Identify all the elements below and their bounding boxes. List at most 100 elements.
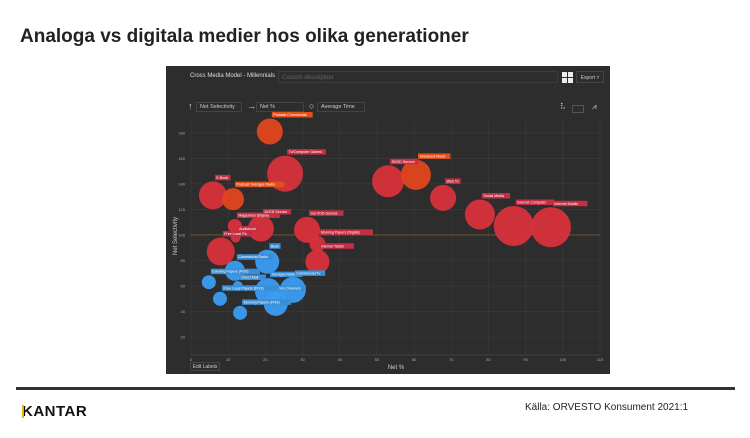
- bubble-label: Free Local Papers (Print): [224, 286, 264, 290]
- bubble: [222, 188, 245, 211]
- scatter-view-icon[interactable]: ⠧: [560, 102, 566, 111]
- bubble-label: SVOD Service: [392, 160, 415, 164]
- bubble-label: Sveriges Radio: [271, 273, 295, 277]
- bubble-label: Podcast Sveriges Radio: [237, 183, 275, 187]
- bubble-label: Evening Papers (Print): [212, 270, 248, 274]
- bubble-label: Podcast Commercial: [273, 113, 306, 117]
- bubble-label-box: [319, 243, 354, 249]
- kantar-logo: KANTAR: [22, 403, 88, 420]
- bubble-label: Book: [271, 244, 279, 248]
- bubble-label-box: [390, 158, 419, 165]
- x-tick-label: 30: [300, 357, 305, 362]
- bubble-label-box: [445, 178, 461, 184]
- bubble-label-box: [236, 254, 274, 260]
- x-tick-label: 0: [190, 357, 193, 362]
- x-tick-label: 90: [523, 357, 528, 362]
- bubble-label: Social Media: [483, 194, 504, 198]
- bubble-label: Magazines (Digital): [238, 214, 269, 218]
- arrow-right-icon: →: [247, 101, 256, 111]
- bubble-label-box: [319, 229, 373, 235]
- x-tick-label: 40: [338, 357, 343, 362]
- bubble-label-box: [294, 270, 326, 276]
- bubble-label: Audiobook: [239, 227, 256, 231]
- x-metric-select[interactable]: Net %: [256, 102, 304, 112]
- toggle-switch[interactable]: [572, 105, 584, 113]
- bubble-label: Internet Mobile: [554, 202, 578, 206]
- bubble-label: Internet Tablet: [321, 244, 344, 248]
- bubble-label-box: [239, 274, 266, 281]
- bubble-label: Web Tv: [447, 179, 459, 183]
- bubble: [256, 118, 283, 145]
- bubble-label-box: [222, 285, 278, 291]
- bubble-label: Direct Mail: [241, 276, 258, 280]
- bubble: [206, 237, 235, 266]
- bubble-label: Commercial Radio: [238, 255, 268, 259]
- size-metric-select[interactable]: Average Time: [317, 102, 365, 112]
- export-button[interactable]: Export ˅: [576, 71, 604, 83]
- bubble-label-box: [242, 299, 292, 305]
- bubble: [294, 216, 321, 243]
- y-tick-label: 80: [181, 258, 186, 263]
- bubble: [213, 291, 228, 306]
- x-tick-label: 100: [559, 357, 566, 362]
- edit-labels-button[interactable]: Edit Labels: [190, 362, 220, 371]
- x-tick-label: 70: [449, 357, 454, 362]
- bubble: [430, 184, 457, 211]
- bubble-label: Free Local Pa: [224, 232, 246, 236]
- circle-icon: ○: [309, 101, 315, 111]
- bubble-label-box: [552, 200, 588, 207]
- bubble-label: Commercial Tv: [296, 271, 320, 275]
- bubble: [201, 275, 216, 290]
- x-tick-label: 50: [375, 357, 380, 362]
- arrow-up-icon: ↑: [188, 101, 193, 111]
- bubble: [530, 207, 571, 248]
- grid-layout-icon[interactable]: [562, 72, 573, 83]
- y-tick-label: 60: [181, 284, 186, 289]
- bubble-label-box: [210, 268, 261, 275]
- line-chart-icon[interactable]: ⩘: [592, 102, 597, 111]
- y-tick-label: 180: [178, 130, 185, 135]
- bubble-label: Morning Papers (Digital): [321, 230, 360, 234]
- bubble-label-box: [237, 226, 260, 232]
- bubble-label-box: [481, 193, 511, 199]
- x-tick-label: 10: [226, 357, 231, 362]
- cross-media-chart-panel: Cross Media Model - Millennials Custom d…: [166, 66, 610, 374]
- bubble-label-box: [269, 271, 303, 278]
- bubble: [372, 165, 405, 198]
- bubble-label-box: [236, 212, 280, 219]
- bubble-label-box: [235, 181, 285, 188]
- bubble-label: Streamed Music: [419, 154, 445, 158]
- bubble: [493, 206, 534, 247]
- y-tick-label: 20: [181, 335, 186, 340]
- x-tick-label: 60: [412, 357, 417, 362]
- bubble-label-box: [262, 209, 292, 215]
- bubble-label-box: [417, 153, 451, 159]
- bubble-label: Sol Channels: [279, 286, 301, 290]
- x-tick-label: 110: [597, 357, 604, 362]
- y-tick-label: 40: [181, 309, 186, 314]
- bubble-label: AVOD Service: [264, 210, 287, 214]
- bubble: [464, 199, 495, 230]
- bubble-label: Morning Papers (Print): [244, 300, 280, 304]
- source-note: Källa: ORVESTO Konsument 2021:1: [525, 402, 689, 413]
- x-tick-label: 20: [263, 357, 268, 362]
- bubble-label-box: [277, 285, 306, 291]
- panel-header: Cross Media Model - Millennials Custom d…: [166, 66, 610, 90]
- page-title: Analoga vs digitala medier hos olika gen…: [20, 26, 469, 47]
- x-tick-label: 80: [486, 357, 491, 362]
- bubble-label-box: [271, 111, 313, 118]
- bubble-label-box: [222, 231, 254, 237]
- description-input[interactable]: Custom description: [278, 71, 558, 83]
- chart-title: Cross Media Model - Millennials: [190, 73, 276, 79]
- y-metric-select[interactable]: Net Selectivity: [196, 102, 242, 112]
- kantar-logo-accent: [22, 405, 24, 418]
- bubble-label: Tv/Computer Games: [289, 150, 323, 154]
- bubble-label-box: [214, 174, 231, 181]
- footer-divider: [16, 387, 735, 390]
- bubble-label: Sol VOD-Service: [311, 211, 338, 215]
- bubble: [247, 215, 274, 242]
- bubble-label-box: [287, 149, 326, 155]
- bubble-label-box: [269, 243, 281, 249]
- bubble: [198, 181, 227, 210]
- bubble-label-box: [515, 199, 555, 206]
